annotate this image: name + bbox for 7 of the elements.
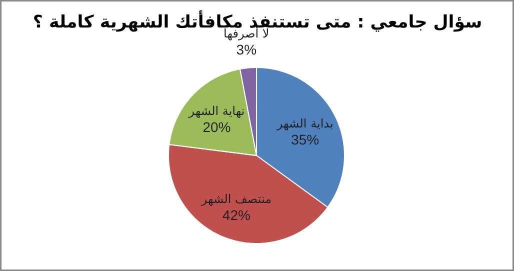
slice-label: نهاية الشهر bbox=[188, 104, 245, 118]
data-label: 3% bbox=[236, 42, 257, 58]
data-label: 42% bbox=[222, 207, 250, 224]
data-label: 35% bbox=[291, 132, 320, 148]
slice-label: منتصف الشهر bbox=[200, 192, 272, 206]
data-label: 20% bbox=[202, 119, 231, 136]
slice-label: بداية الشهر bbox=[276, 116, 334, 131]
